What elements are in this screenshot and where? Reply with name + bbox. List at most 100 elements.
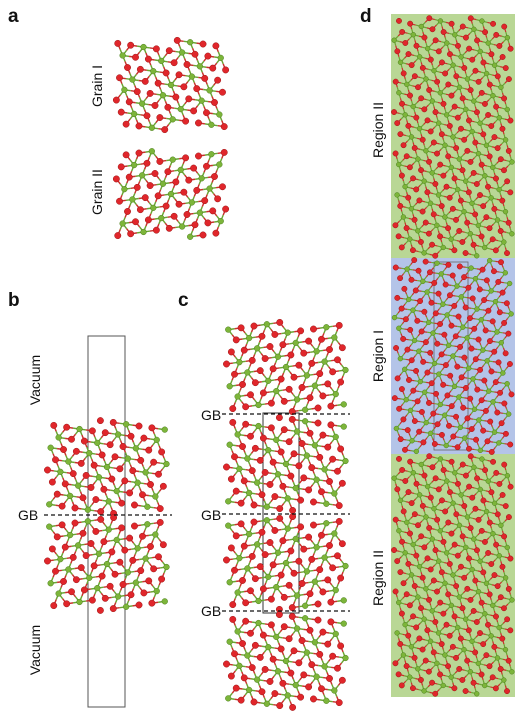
metal-atom [492,298,499,305]
oxygen-atom [223,660,230,668]
oxygen-atom [139,532,146,540]
oxygen-atom [183,61,191,68]
oxygen-atom [101,429,109,437]
metal-atom [483,580,490,587]
oxygen-atom [227,672,235,680]
oxygen-atom [97,508,105,516]
oxygen-atom [420,358,427,365]
oxygen-atom [486,338,493,345]
oxygen-atom [269,458,277,466]
oxygen-atom [204,219,212,227]
oxygen-atom [158,575,166,583]
metal-atom [452,470,458,476]
oxygen-atom [280,593,288,601]
metal-atom [302,615,309,622]
oxygen-atom [491,205,498,212]
metal-atom [494,329,500,335]
oxygen-atom [50,421,58,429]
metal-atom [509,159,515,165]
metal-atom [263,700,270,707]
oxygen-atom [326,478,333,485]
metal-atom [429,170,435,176]
metal-atom [477,48,483,55]
metal-atom [138,172,146,179]
oxygen-atom [71,504,79,512]
oxygen-atom [172,93,180,101]
metal-atom [483,70,490,77]
oxygen-atom [100,538,108,546]
metal-atom [313,544,320,551]
metal-atom [391,314,398,321]
oxygen-atom [110,514,118,522]
oxygen-atom [290,647,298,655]
oxygen-atom [442,281,449,288]
oxygen-atom [471,325,478,332]
oxygen-atom [242,617,250,625]
oxygen-atom [335,517,343,525]
oxygen-atom [165,224,173,232]
metal-atom [245,334,253,342]
oxygen-atom [440,467,447,473]
metal-atom [483,508,490,515]
oxygen-atom [121,477,129,485]
oxygen-atom [68,588,75,596]
oxygen-atom [451,175,458,182]
oxygen-atom [48,545,56,553]
oxygen-atom [413,186,420,193]
metal-atom [244,369,251,376]
oxygen-atom [439,59,445,66]
metal-atom [244,652,251,659]
oxygen-atom [466,445,472,452]
oxygen-atom [504,178,511,185]
oxygen-atom [426,158,432,165]
metal-atom [66,492,74,500]
oxygen-atom [448,322,455,329]
oxygen-atom [427,349,434,356]
oxygen-atom [109,605,117,613]
oxygen-atom [314,404,322,412]
oxygen-atom [232,487,240,495]
metal-atom [504,381,510,387]
metal-atom [403,397,409,403]
oxygen-atom [116,465,124,473]
oxygen-atom [275,414,283,422]
metal-atom [506,280,513,287]
oxygen-atom [148,424,156,432]
oxygen-atom [432,37,439,44]
oxygen-atom [499,197,506,204]
oxygen-atom [489,318,496,325]
oxygen-atom [237,696,245,704]
oxygen-atom [474,386,481,393]
oxygen-atom [279,537,287,545]
oxygen-atom [482,100,488,107]
oxygen-atom [61,543,69,551]
metal-atom [292,535,299,543]
oxygen-atom [461,354,468,361]
metal-atom [397,59,404,66]
oxygen-atom [462,304,469,311]
oxygen-atom [135,422,143,430]
oxygen-atom [489,236,496,243]
metal-atom [396,528,402,534]
oxygen-atom [410,387,417,394]
metal-atom [177,105,184,113]
metal-atom [423,148,429,154]
oxygen-atom [433,390,440,397]
metal-atom [342,366,349,374]
metal-atom [284,329,291,336]
metal-atom [113,536,120,544]
metal-atom [196,63,204,70]
metal-atom [255,619,262,627]
oxygen-atom [459,461,466,468]
oxygen-atom [448,20,455,27]
oxygen-atom [98,451,106,459]
oxygen-atom [159,541,167,549]
metal-atom [461,208,467,215]
metal-atom [460,324,466,330]
oxygen-atom [96,606,104,614]
metal-atom [443,550,450,556]
oxygen-atom [112,175,120,183]
oxygen-atom [427,566,434,573]
metal-atom [504,34,511,41]
metal-atom [502,137,509,143]
